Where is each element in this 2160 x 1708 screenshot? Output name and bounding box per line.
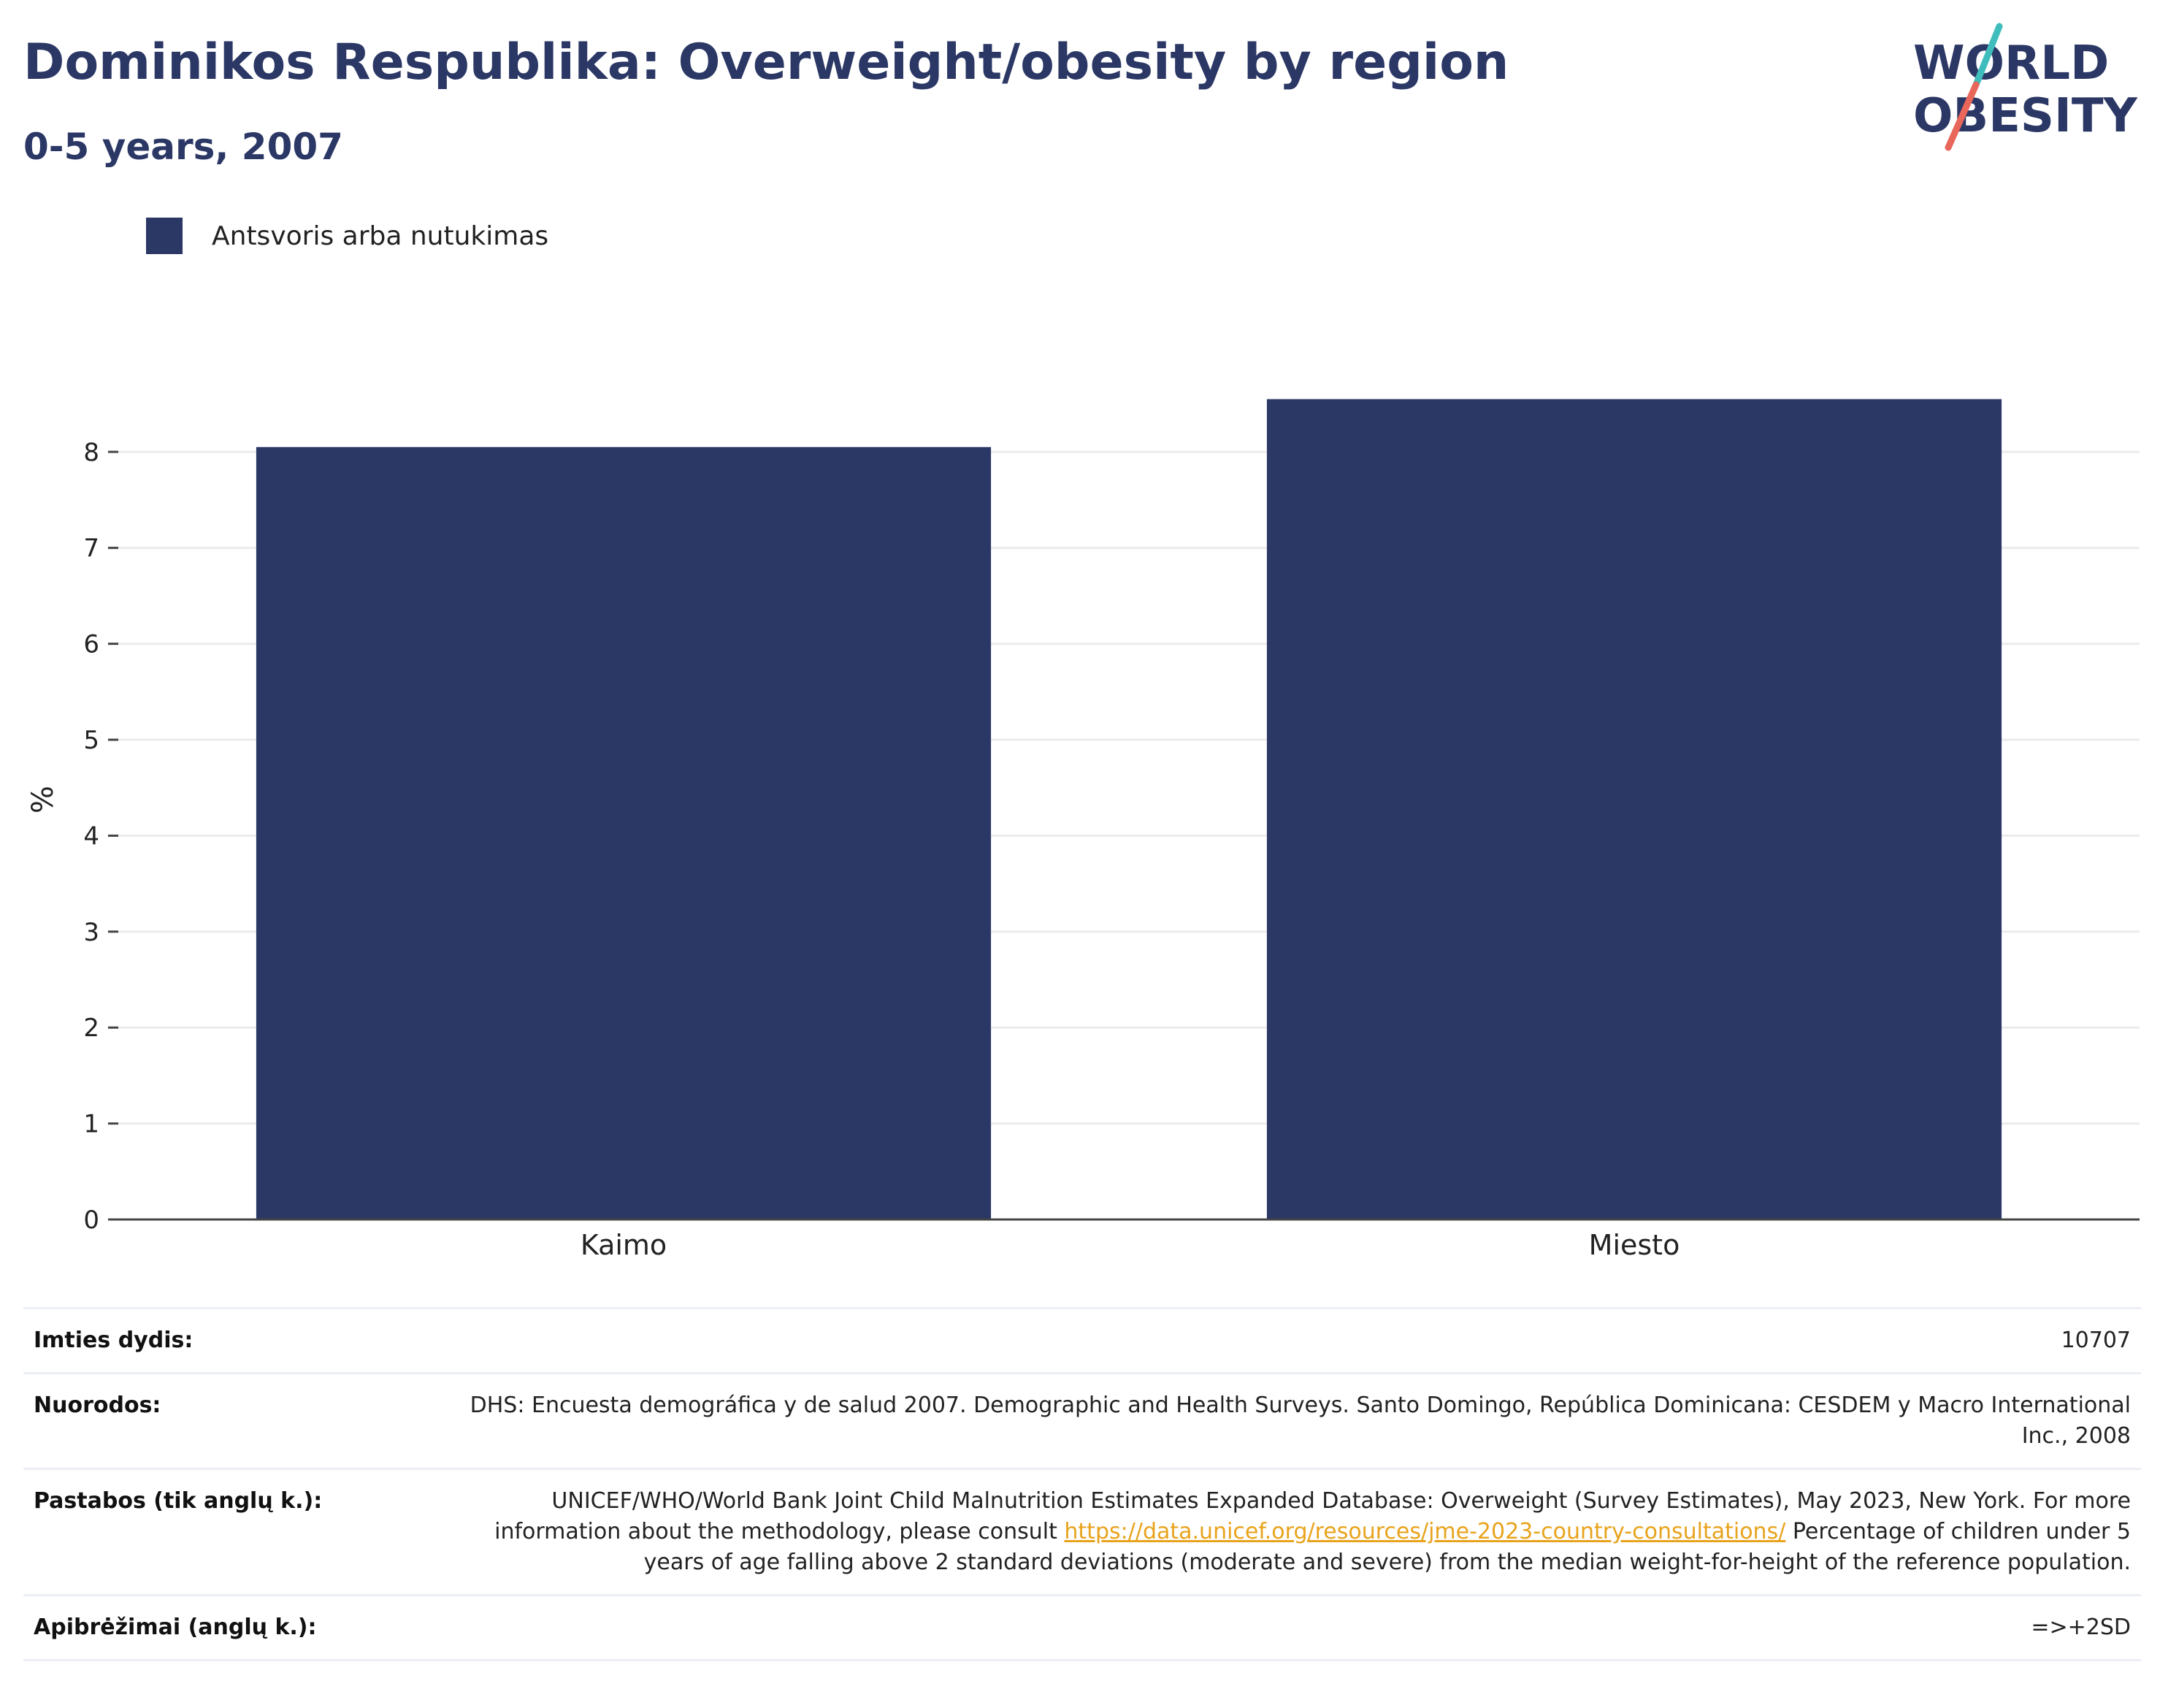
y-tick-label: 8 <box>83 438 99 467</box>
bar-chart: 0 1 2 3 4 5 6 7 8 Kaimo Miesto% <box>26 399 2140 1261</box>
info-row-sample-size: Imties dydis: 10707 <box>23 1307 2141 1374</box>
world-obesity-logo-graphic: WORLD OBESITY <box>1913 23 2137 151</box>
y-tick-label: 7 <box>83 534 99 563</box>
info-row-references: Nuorodos: DHS: Encuesta demográfica y de… <box>23 1372 2141 1469</box>
y-tick-label: 5 <box>83 726 99 755</box>
chart-subtitle: 0-5 years, 2007 <box>23 126 343 168</box>
bar-kaimo[interactable] <box>256 447 992 1219</box>
legend-swatch <box>146 218 183 254</box>
y-tick-label: 1 <box>83 1110 99 1139</box>
y-axis-label: % <box>26 786 60 813</box>
x-tick-label: Miesto <box>1589 1229 1680 1261</box>
legend-label: Antsvoris arba nutukimas <box>212 221 549 251</box>
world-obesity-logo: WORLD OBESITY <box>1899 22 2147 153</box>
info-value: =>+2SD <box>424 1594 2141 1661</box>
logo-line-1: WORLD <box>1913 37 2109 91</box>
notes-text-after: Percentage of children under 5 years of … <box>643 1519 2131 1575</box>
info-value: UNICEF/WHO/World Bank Joint Child Malnut… <box>424 1468 2141 1596</box>
y-tick-label: 4 <box>83 822 99 851</box>
info-value: 10707 <box>424 1307 2141 1374</box>
info-table: Imties dydis: 10707 Nuorodos: DHS: Encue… <box>23 1307 2141 1661</box>
logo-slash-top-icon <box>1972 23 2003 88</box>
methodology-link[interactable]: https://data.unicef.org/resources/jme-20… <box>1064 1519 1786 1544</box>
info-value: DHS: Encuesta demográfica y de salud 200… <box>424 1372 2141 1469</box>
notes-text-before: UNICEF/WHO/World Bank Joint Child Malnut… <box>494 1488 2131 1544</box>
chart-title: Dominikos Respublika: Overweight/obesity… <box>23 34 1509 91</box>
logo-slash-bottom-icon <box>1945 81 1980 151</box>
info-label: Imties dydis: <box>23 1307 424 1374</box>
x-tick-label: Kaimo <box>581 1229 667 1261</box>
info-label: Pastabos (tik anglų k.): <box>23 1468 424 1596</box>
info-label: Nuorodos: <box>23 1372 424 1469</box>
info-row-definitions: Apibrėžimai (anglų k.): =>+2SD <box>23 1594 2141 1661</box>
y-tick-label: 0 <box>83 1206 99 1235</box>
y-tick-label: 3 <box>83 918 99 947</box>
info-row-notes: Pastabos (tik anglų k.): UNICEF/WHO/Worl… <box>23 1468 2141 1596</box>
chart-legend: Antsvoris arba nutukimas <box>146 216 548 256</box>
info-label: Apibrėžimai (anglų k.): <box>23 1594 424 1661</box>
bar-miesto[interactable] <box>1266 399 2002 1219</box>
y-tick-label: 2 <box>83 1014 99 1043</box>
y-tick-label: 6 <box>83 630 99 659</box>
